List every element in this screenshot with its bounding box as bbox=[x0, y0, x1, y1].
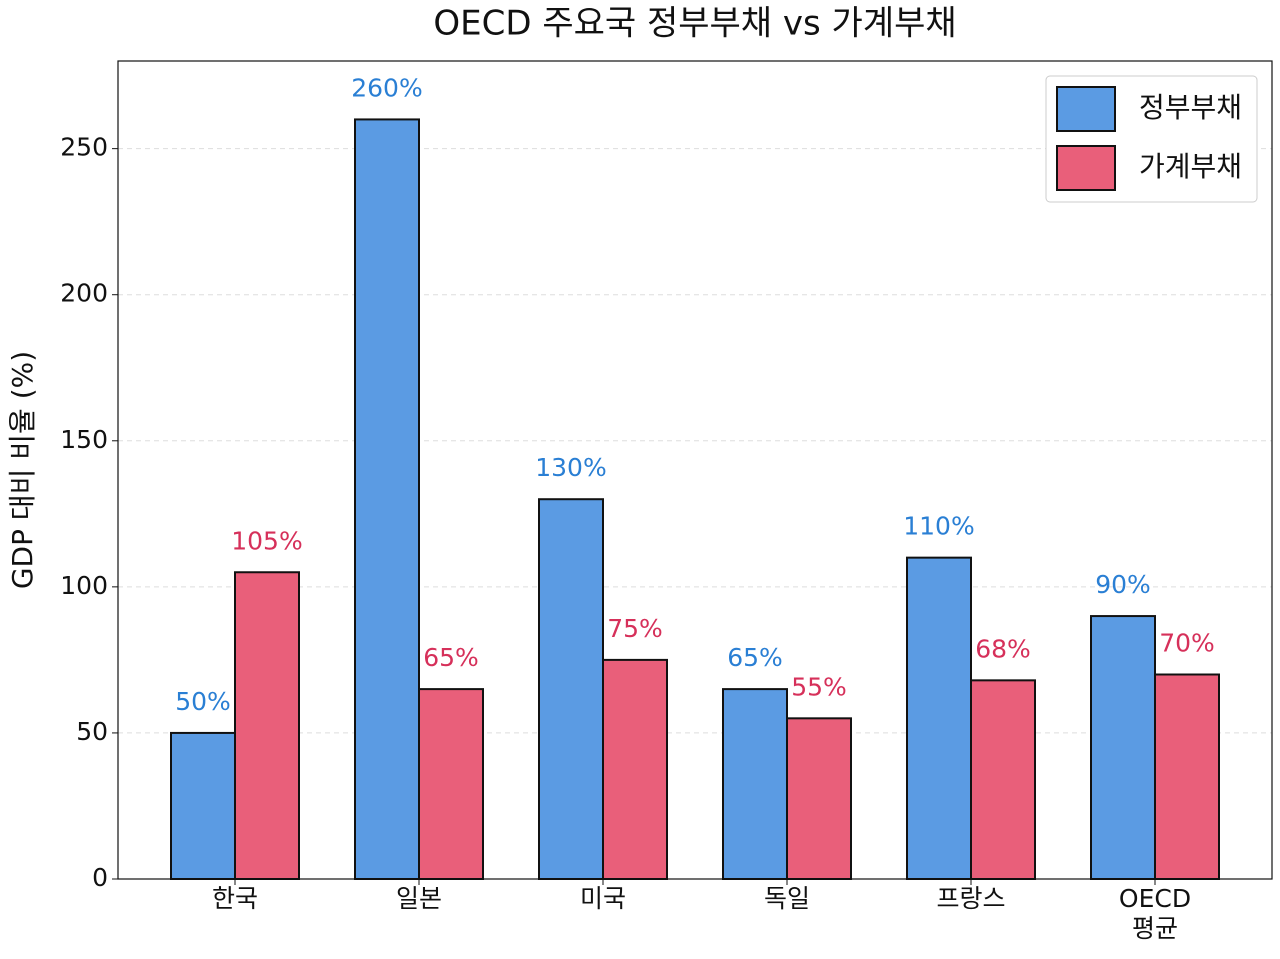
chart-title: OECD 주요국 정부부채 vs 가계부채 bbox=[433, 4, 956, 44]
value-label: 70% bbox=[1159, 629, 1215, 658]
x-tick-label: 한국 bbox=[211, 884, 258, 913]
value-label: 50% bbox=[175, 687, 231, 716]
bar bbox=[1154, 673, 1220, 880]
legend-swatch bbox=[1056, 145, 1116, 191]
x-tick-label: 프랑스 bbox=[936, 884, 1006, 913]
y-axis-label: GDP 대비 비율 (%) bbox=[6, 351, 39, 589]
y-tick-label: 0 bbox=[92, 863, 108, 892]
x-tick-label: OECD 평균 bbox=[1118, 884, 1192, 943]
x-tick-label: 일본 bbox=[395, 884, 442, 913]
bar bbox=[354, 118, 420, 880]
y-tick-label: 150 bbox=[60, 425, 108, 454]
y-tick-label: 100 bbox=[60, 571, 108, 600]
x-tick-label: 독일 bbox=[763, 884, 810, 913]
legend-label: 가계부채 bbox=[1139, 150, 1242, 183]
value-label: 90% bbox=[1095, 570, 1151, 599]
bar bbox=[234, 571, 300, 880]
bar bbox=[418, 688, 484, 880]
y-tick-label: 250 bbox=[60, 133, 108, 162]
bar bbox=[906, 556, 972, 881]
bar bbox=[1090, 615, 1156, 880]
value-label: 68% bbox=[975, 634, 1031, 663]
bar bbox=[602, 658, 668, 881]
value-label: 65% bbox=[423, 643, 479, 672]
value-label: 260% bbox=[351, 73, 422, 102]
bar bbox=[970, 679, 1036, 880]
bar bbox=[538, 498, 604, 880]
y-tick-label: 50 bbox=[76, 717, 108, 746]
value-label: 55% bbox=[791, 672, 847, 701]
value-label: 130% bbox=[535, 453, 606, 482]
bar bbox=[786, 717, 852, 880]
y-tick-label: 200 bbox=[60, 279, 108, 308]
value-label: 75% bbox=[607, 614, 663, 643]
legend-label: 정부부채 bbox=[1139, 91, 1242, 124]
legend-swatch bbox=[1056, 86, 1116, 132]
value-label: 65% bbox=[727, 643, 783, 672]
x-tick-label: 미국 bbox=[579, 884, 626, 913]
plot-frame bbox=[117, 60, 1273, 880]
bar bbox=[170, 731, 236, 881]
value-label: 110% bbox=[903, 512, 974, 541]
value-label: 105% bbox=[231, 526, 302, 555]
bar bbox=[722, 688, 788, 880]
